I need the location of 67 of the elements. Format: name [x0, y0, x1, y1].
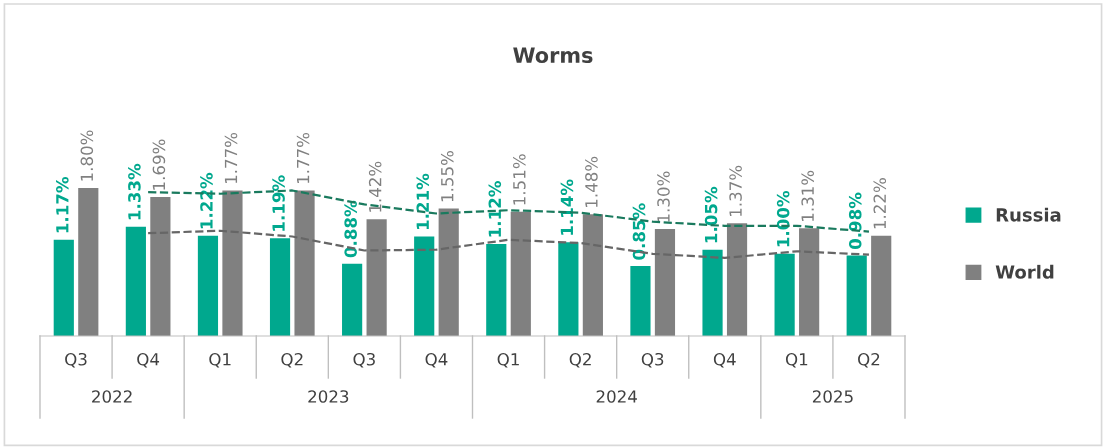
data-label: 1.80% — [80, 130, 94, 181]
data-label: 1.55% — [440, 150, 454, 202]
bar — [438, 208, 459, 336]
data-label: 0.85% — [632, 203, 646, 260]
x-tick-label: Q2 — [281, 352, 303, 368]
x-tick-label: Q2 — [858, 352, 880, 368]
data-label: 1.48% — [585, 156, 598, 207]
bar — [78, 188, 99, 336]
data-label: 1.33% — [128, 163, 141, 220]
bar — [222, 190, 243, 336]
legend-label: Russia — [996, 207, 1061, 222]
x-tick-label: Q1 — [209, 352, 231, 368]
x-tick-label: Q3 — [353, 352, 375, 368]
data-label: 1.69% — [152, 139, 166, 190]
data-label: 1.31% — [801, 170, 814, 221]
bar — [486, 243, 507, 336]
data-label: 0.88% — [344, 200, 357, 258]
data-label: 1.12% — [488, 181, 502, 237]
data-label: 1.77% — [224, 132, 238, 184]
bar — [774, 253, 795, 336]
text: 2024 — [596, 390, 637, 403]
bar — [846, 255, 867, 336]
chart-title: Worms — [513, 47, 593, 64]
x-tick-label: Q4 — [137, 352, 160, 368]
data-label: 1.19% — [272, 175, 285, 231]
bar — [630, 266, 651, 336]
text: 2025 — [812, 390, 853, 403]
text: 2022 — [92, 390, 132, 403]
legend-label: World — [995, 264, 1054, 279]
x-tick-label: Q1 — [497, 352, 519, 368]
bar — [150, 197, 171, 336]
text: 2023 — [308, 390, 349, 403]
data-label: 1.14% — [560, 179, 574, 235]
x-tick-label: Q3 — [65, 352, 87, 368]
data-label: 1.21% — [416, 173, 430, 230]
bar — [582, 214, 603, 336]
data-label: 1.30% — [657, 171, 670, 222]
bar — [342, 263, 363, 336]
bar — [197, 235, 219, 336]
bar — [294, 190, 315, 336]
x-tick-label: Q3 — [641, 352, 664, 368]
data-label: 1.22% — [200, 172, 213, 229]
x-tick-label: Q1 — [785, 352, 808, 368]
bar — [871, 235, 892, 336]
x-tick-label: Q2 — [569, 352, 591, 368]
bar — [414, 236, 435, 336]
data-label: 1.17% — [56, 176, 69, 233]
bar — [269, 238, 291, 336]
bar — [558, 242, 579, 336]
data-label: 1.51% — [513, 154, 526, 205]
bar — [366, 219, 387, 336]
data-label: 1.00% — [776, 190, 790, 247]
data-label: 1.22% — [873, 178, 887, 229]
data-label: 0.98% — [848, 192, 862, 250]
bar — [510, 211, 531, 336]
bar — [125, 226, 146, 336]
data-label: 1.37% — [729, 165, 742, 216]
data-label: 1.05% — [704, 186, 718, 243]
bar — [702, 249, 723, 336]
bar — [654, 229, 676, 336]
x-tick-label: Q4 — [425, 352, 448, 368]
bar — [53, 239, 74, 336]
data-label: 1.77% — [296, 132, 310, 184]
bar — [799, 228, 820, 336]
bar — [726, 223, 748, 336]
x-tick-label: Q4 — [713, 352, 736, 368]
data-label: 1.42% — [368, 161, 382, 212]
